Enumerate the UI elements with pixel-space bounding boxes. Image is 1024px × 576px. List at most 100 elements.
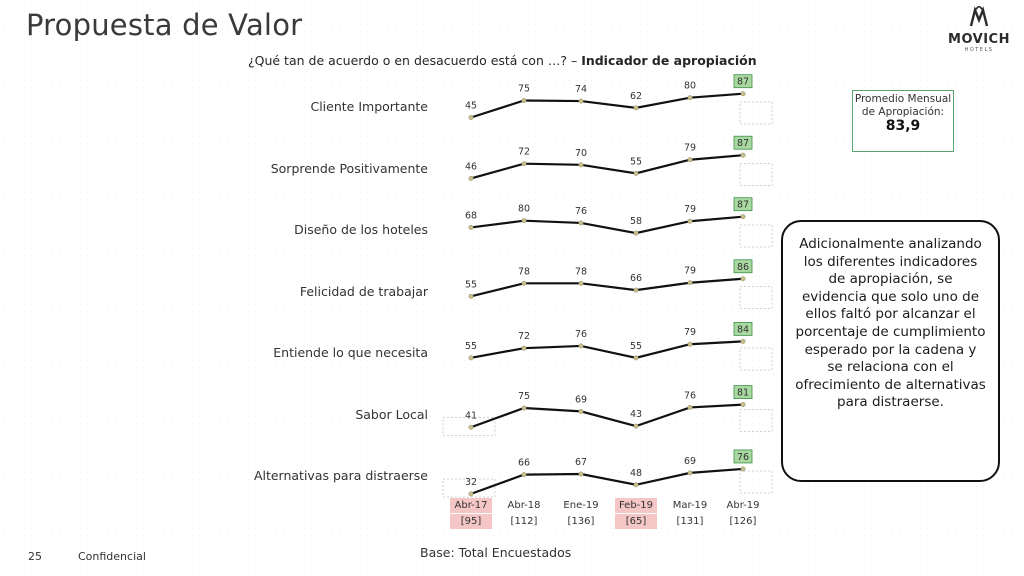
data-point: [468, 424, 474, 430]
data-point: [468, 175, 474, 181]
reference-box: [739, 163, 773, 186]
data-label: 72: [518, 331, 530, 342]
data-label: 78: [518, 266, 530, 277]
x-tick-label: Abr-17: [450, 498, 492, 513]
insight-note: Adicionalmente analizando los diferentes…: [781, 220, 1000, 482]
data-label: 84: [737, 324, 749, 335]
data-label: 43: [630, 409, 642, 420]
series-label: Felicidad de trabajar: [299, 283, 428, 299]
x-base-label: [112]: [510, 516, 538, 527]
reference-box: [739, 101, 773, 125]
data-point: [521, 280, 527, 286]
data-label: 79: [684, 143, 696, 154]
x-tick-label: Ene-19: [563, 500, 599, 511]
x-base-label: [95]: [450, 514, 492, 529]
series-label: Cliente Importante: [310, 99, 428, 114]
logo-subtitle: HOTELS: [964, 47, 994, 53]
series-label: Diseño de los hoteles: [294, 222, 428, 237]
reference-box: [739, 286, 773, 309]
x-base-label: [65]: [615, 514, 657, 529]
target-badge: [733, 449, 753, 464]
data-point: [740, 91, 746, 97]
target-badge: [733, 259, 753, 274]
data-point: [740, 466, 746, 472]
data-label: 87: [737, 200, 749, 211]
reference-box: [442, 417, 496, 436]
data-label: 86: [737, 262, 749, 273]
series-label: Sabor Local: [355, 406, 428, 422]
reference-box: [739, 224, 773, 248]
data-point: [687, 157, 693, 163]
data-label: 69: [575, 394, 587, 405]
data-label: 81: [737, 388, 749, 399]
data-point: [740, 214, 746, 220]
reference-box: [739, 409, 773, 432]
x-tick-label: Abr-18: [507, 500, 541, 511]
confidential-label: Confidencial: [78, 550, 146, 563]
data-label: 69: [684, 456, 696, 467]
data-point: [687, 218, 693, 224]
series-line: [470, 340, 744, 359]
data-label: 75: [518, 84, 530, 95]
data-label: 76: [684, 390, 696, 401]
data-point: [468, 491, 474, 497]
data-label: 41: [465, 410, 477, 421]
data-point: [468, 293, 474, 299]
data-label: 79: [684, 204, 696, 215]
target-badge: [733, 135, 753, 150]
data-label: 76: [737, 452, 749, 463]
series-line: [470, 403, 744, 429]
target-badge: [733, 385, 753, 400]
data-label: 68: [465, 210, 477, 221]
data-point: [687, 470, 693, 476]
data-point: [633, 482, 639, 488]
data-point: [578, 408, 584, 414]
base-note: Base: Total Encuestados: [420, 545, 572, 560]
data-label: 78: [575, 266, 587, 277]
data-point: [740, 402, 746, 408]
x-tick-label: Abr-19: [726, 500, 760, 511]
series-line: [470, 92, 744, 119]
data-label: 62: [630, 91, 642, 102]
series-line: [470, 467, 744, 495]
x-base-label: [136]: [567, 516, 595, 527]
x-base-label: [126]: [729, 516, 757, 527]
series-label: Entiende lo que necesita: [273, 345, 428, 360]
data-label: 72: [518, 147, 530, 158]
data-point: [633, 423, 639, 429]
data-point: [740, 338, 746, 344]
target-badge: [733, 74, 753, 89]
data-label: 80: [684, 81, 696, 92]
data-label: 55: [630, 156, 642, 167]
x-base-label: [131]: [676, 516, 704, 527]
data-point: [468, 225, 474, 230]
data-label: 45: [465, 101, 477, 112]
page-title: Propuesta de Valor: [26, 8, 303, 42]
data-label: 58: [630, 216, 642, 227]
series-line: [470, 154, 744, 180]
data-label: 46: [465, 161, 477, 172]
data-point: [578, 98, 584, 104]
question-prefix: ¿Qué tan de acuerdo o en desacuerdo está…: [248, 53, 582, 68]
reference-box: [739, 347, 773, 371]
reference-box: [739, 470, 773, 494]
data-label: 76: [575, 329, 587, 340]
data-label: 70: [575, 148, 587, 159]
data-point: [578, 220, 584, 226]
data-label: 55: [465, 341, 477, 352]
data-label: 66: [630, 273, 642, 284]
data-label: 87: [737, 138, 749, 149]
data-label: 74: [575, 84, 587, 95]
series-line: [470, 215, 744, 235]
logo-wordmark: MOVICH: [948, 32, 1010, 47]
target-badge: [733, 197, 753, 212]
target-badge: [733, 321, 753, 336]
x-tick-label: Feb-19: [615, 498, 657, 513]
average-box: Promedio Mensual de Apropiación: 83,9: [852, 90, 954, 152]
movich-logo: MOVICH HOTELS: [944, 4, 1014, 53]
series-label: Sorprende Positivamente: [270, 160, 428, 176]
data-label: 48: [630, 468, 642, 479]
data-label: 79: [684, 327, 696, 338]
data-point: [740, 152, 746, 158]
